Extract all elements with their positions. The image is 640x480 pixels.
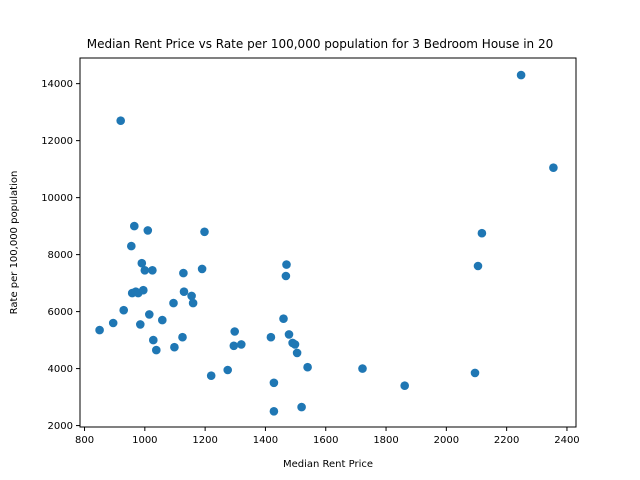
data-point (136, 320, 145, 329)
data-point (187, 291, 196, 301)
x-tick-label: 1000 (132, 435, 157, 446)
data-point (152, 345, 161, 355)
data-point (148, 266, 157, 275)
y-tick-label: 12000 (41, 136, 73, 147)
data-point (108, 318, 118, 328)
x-tick-label: 2200 (494, 435, 519, 446)
data-point (516, 70, 526, 80)
chart-title: Median Rent Price vs Rate per 100,000 po… (87, 37, 554, 51)
y-tick-label: 10000 (41, 193, 73, 204)
data-point (149, 335, 158, 345)
data-point (140, 266, 150, 275)
data-point (269, 378, 279, 388)
plot-frame (79, 57, 577, 428)
x-tick-label: 1200 (192, 435, 217, 446)
x-tick-label: 2400 (554, 435, 579, 446)
data-point (197, 264, 207, 274)
data-point (178, 332, 187, 342)
data-point (127, 241, 136, 251)
data-point (297, 402, 306, 412)
data-point (281, 271, 291, 281)
data-point (179, 287, 189, 297)
y-tick-label: 8000 (48, 250, 73, 261)
data-point (188, 298, 198, 308)
data-point (158, 315, 167, 325)
x-axis-label: Median Rent Price (283, 459, 373, 470)
x-tick-label: 800 (75, 435, 94, 446)
data-point (130, 221, 139, 231)
data-point (282, 260, 291, 269)
data-point (137, 258, 147, 268)
y-tick-label: 4000 (48, 364, 73, 375)
data-point (290, 340, 300, 349)
data-point (179, 268, 188, 278)
data-point (223, 365, 232, 375)
data-point (279, 314, 288, 324)
data-point (269, 407, 279, 416)
data-point (145, 310, 154, 319)
y-tick-label: 6000 (48, 307, 73, 318)
data-point (477, 228, 487, 238)
x-tick-label: 1400 (253, 435, 278, 446)
data-point (303, 362, 312, 372)
data-point (170, 342, 179, 352)
data-point (116, 116, 125, 125)
x-axis-ticks: 800 1000 1200 1400 1600 1800 2000 2200 2400 (75, 427, 580, 446)
data-point (470, 368, 480, 378)
x-tick-label: 2000 (434, 435, 459, 446)
data-point (95, 325, 104, 335)
x-tick-label: 1800 (373, 435, 398, 446)
data-point (284, 330, 294, 339)
data-point (139, 285, 148, 295)
data-point (400, 381, 410, 391)
data-point (237, 340, 246, 349)
data-point (358, 364, 367, 373)
y-axis-ticks: 2000 4000 6000 8000 10000 12000 14000 (41, 79, 80, 432)
data-point (206, 371, 216, 381)
data-point (119, 305, 128, 315)
data-point (229, 341, 239, 351)
data-point (473, 261, 483, 271)
data-point (143, 226, 153, 235)
data-point (549, 163, 558, 172)
data-point (266, 332, 276, 342)
y-axis-label: Rate per 100,000 population (9, 171, 20, 315)
x-tick-label: 1600 (313, 435, 338, 446)
data-point (169, 298, 178, 308)
data-point (230, 327, 239, 336)
data-point (292, 348, 302, 358)
y-tick-label: 14000 (41, 79, 73, 90)
points-layer (95, 70, 558, 416)
data-point (200, 227, 209, 237)
y-tick-label: 2000 (48, 421, 73, 432)
